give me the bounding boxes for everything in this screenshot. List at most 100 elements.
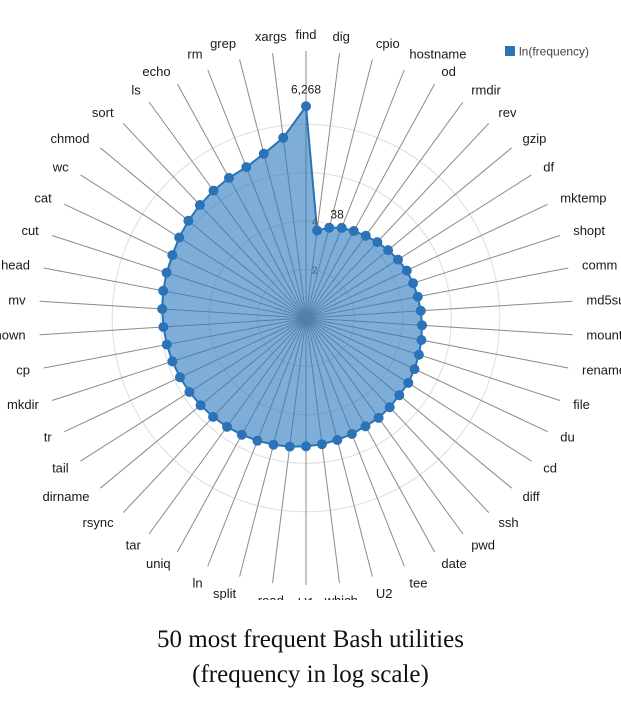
data-point xyxy=(184,387,195,397)
data-point xyxy=(346,429,357,439)
data-point xyxy=(208,411,219,422)
category-label: dirname xyxy=(43,489,90,504)
data-point xyxy=(393,254,403,265)
data-point xyxy=(312,225,323,236)
category-label: chmod xyxy=(50,131,89,146)
category-label: tail xyxy=(52,461,69,476)
data-point xyxy=(324,222,335,233)
radar-chart: 6,268 38 find dig cpio hostname od rmdir revgzi… xyxy=(0,27,621,600)
data-point xyxy=(408,278,419,289)
caption-line-2: (frequency in log scale) xyxy=(192,661,429,688)
category-label: md5sum xyxy=(586,292,621,307)
category-label: echo xyxy=(142,64,170,79)
category-label: cp xyxy=(16,363,30,378)
data-point xyxy=(222,421,232,432)
category-label: mktemp xyxy=(560,190,606,205)
category-label: cd xyxy=(543,461,557,476)
legend-swatch xyxy=(505,46,515,56)
category-label: xargs xyxy=(255,29,287,44)
data-point xyxy=(403,377,414,388)
data-point xyxy=(284,441,295,452)
category-label: mount xyxy=(586,328,621,343)
category-label: diff xyxy=(523,489,540,504)
data-point xyxy=(360,230,371,241)
radar-series: 6,268 38 xyxy=(157,82,427,452)
category-label: wc xyxy=(52,159,69,174)
data-point xyxy=(161,267,172,278)
data-point xyxy=(208,185,219,196)
category-label: rename xyxy=(582,363,621,378)
category-label: file xyxy=(573,397,590,412)
category-label: ssh xyxy=(498,515,518,530)
category-label: rmdir xyxy=(471,83,501,98)
category-label: chown xyxy=(0,328,26,343)
data-point xyxy=(167,356,178,367)
data-point xyxy=(384,402,395,413)
category-label: shopt xyxy=(573,223,605,238)
category-label: cut xyxy=(21,223,39,238)
category-label: rm xyxy=(187,47,202,62)
data-point xyxy=(224,172,234,183)
category-label: uniq xyxy=(146,556,171,571)
category-label: grep xyxy=(210,36,236,51)
category-label: du xyxy=(560,430,574,445)
category-label: gzip xyxy=(523,131,547,146)
data-point xyxy=(157,304,168,314)
category-label: ls xyxy=(131,83,141,98)
data-point xyxy=(268,439,279,450)
data-point xyxy=(416,335,427,345)
data-point xyxy=(301,441,311,452)
data-point xyxy=(175,372,185,383)
data-label: 6,268 xyxy=(291,82,321,96)
category-label: pwd xyxy=(471,537,495,552)
legend: ln(frequency) xyxy=(505,45,589,59)
category-label: tr xyxy=(44,430,53,445)
radial-ticks: 24 xyxy=(312,217,318,277)
data-point xyxy=(412,291,423,302)
category-label: split xyxy=(213,586,237,600)
category-label: rev xyxy=(498,105,517,120)
data-point xyxy=(415,305,426,316)
data-point xyxy=(252,435,263,446)
category-label: dig xyxy=(333,29,350,44)
figure-caption: 50 most frequent Bash utilities (frequen… xyxy=(0,622,621,692)
data-point xyxy=(348,226,359,236)
data-point xyxy=(336,222,347,233)
category-label: mv xyxy=(8,292,26,307)
category-label: U2 xyxy=(376,586,393,600)
category-label: comm xyxy=(582,257,617,272)
data-point xyxy=(158,285,169,296)
category-label: tar xyxy=(126,537,142,552)
category-label: head xyxy=(1,257,30,272)
data-point xyxy=(167,250,178,261)
data-point xyxy=(332,435,343,445)
data-point xyxy=(236,429,247,440)
data-point xyxy=(409,364,420,375)
category-label: od xyxy=(441,64,455,79)
category-label: sort xyxy=(92,105,114,120)
data-point xyxy=(278,132,289,143)
radial-tick-label: 2 xyxy=(312,266,318,277)
data-point xyxy=(194,200,205,210)
category-label: cpio xyxy=(376,36,400,51)
data-point xyxy=(372,237,383,248)
data-point xyxy=(174,232,185,243)
category-label: df xyxy=(543,159,554,174)
data-point xyxy=(158,322,169,332)
data-point xyxy=(373,412,384,423)
category-label: ln xyxy=(192,575,202,590)
caption-line-1: 50 most frequent Bash utilities xyxy=(157,626,464,653)
data-point xyxy=(360,421,371,432)
data-point xyxy=(413,349,424,360)
data-point xyxy=(241,162,252,173)
data-point xyxy=(301,101,311,112)
data-point xyxy=(417,320,427,331)
data-point xyxy=(316,439,327,450)
category-label: hostname xyxy=(409,47,466,62)
data-point xyxy=(401,265,412,276)
category-label: U1 xyxy=(298,595,315,600)
data-point xyxy=(383,245,394,256)
data-point xyxy=(394,390,405,401)
category-label: find xyxy=(296,27,317,42)
data-point xyxy=(161,339,172,350)
